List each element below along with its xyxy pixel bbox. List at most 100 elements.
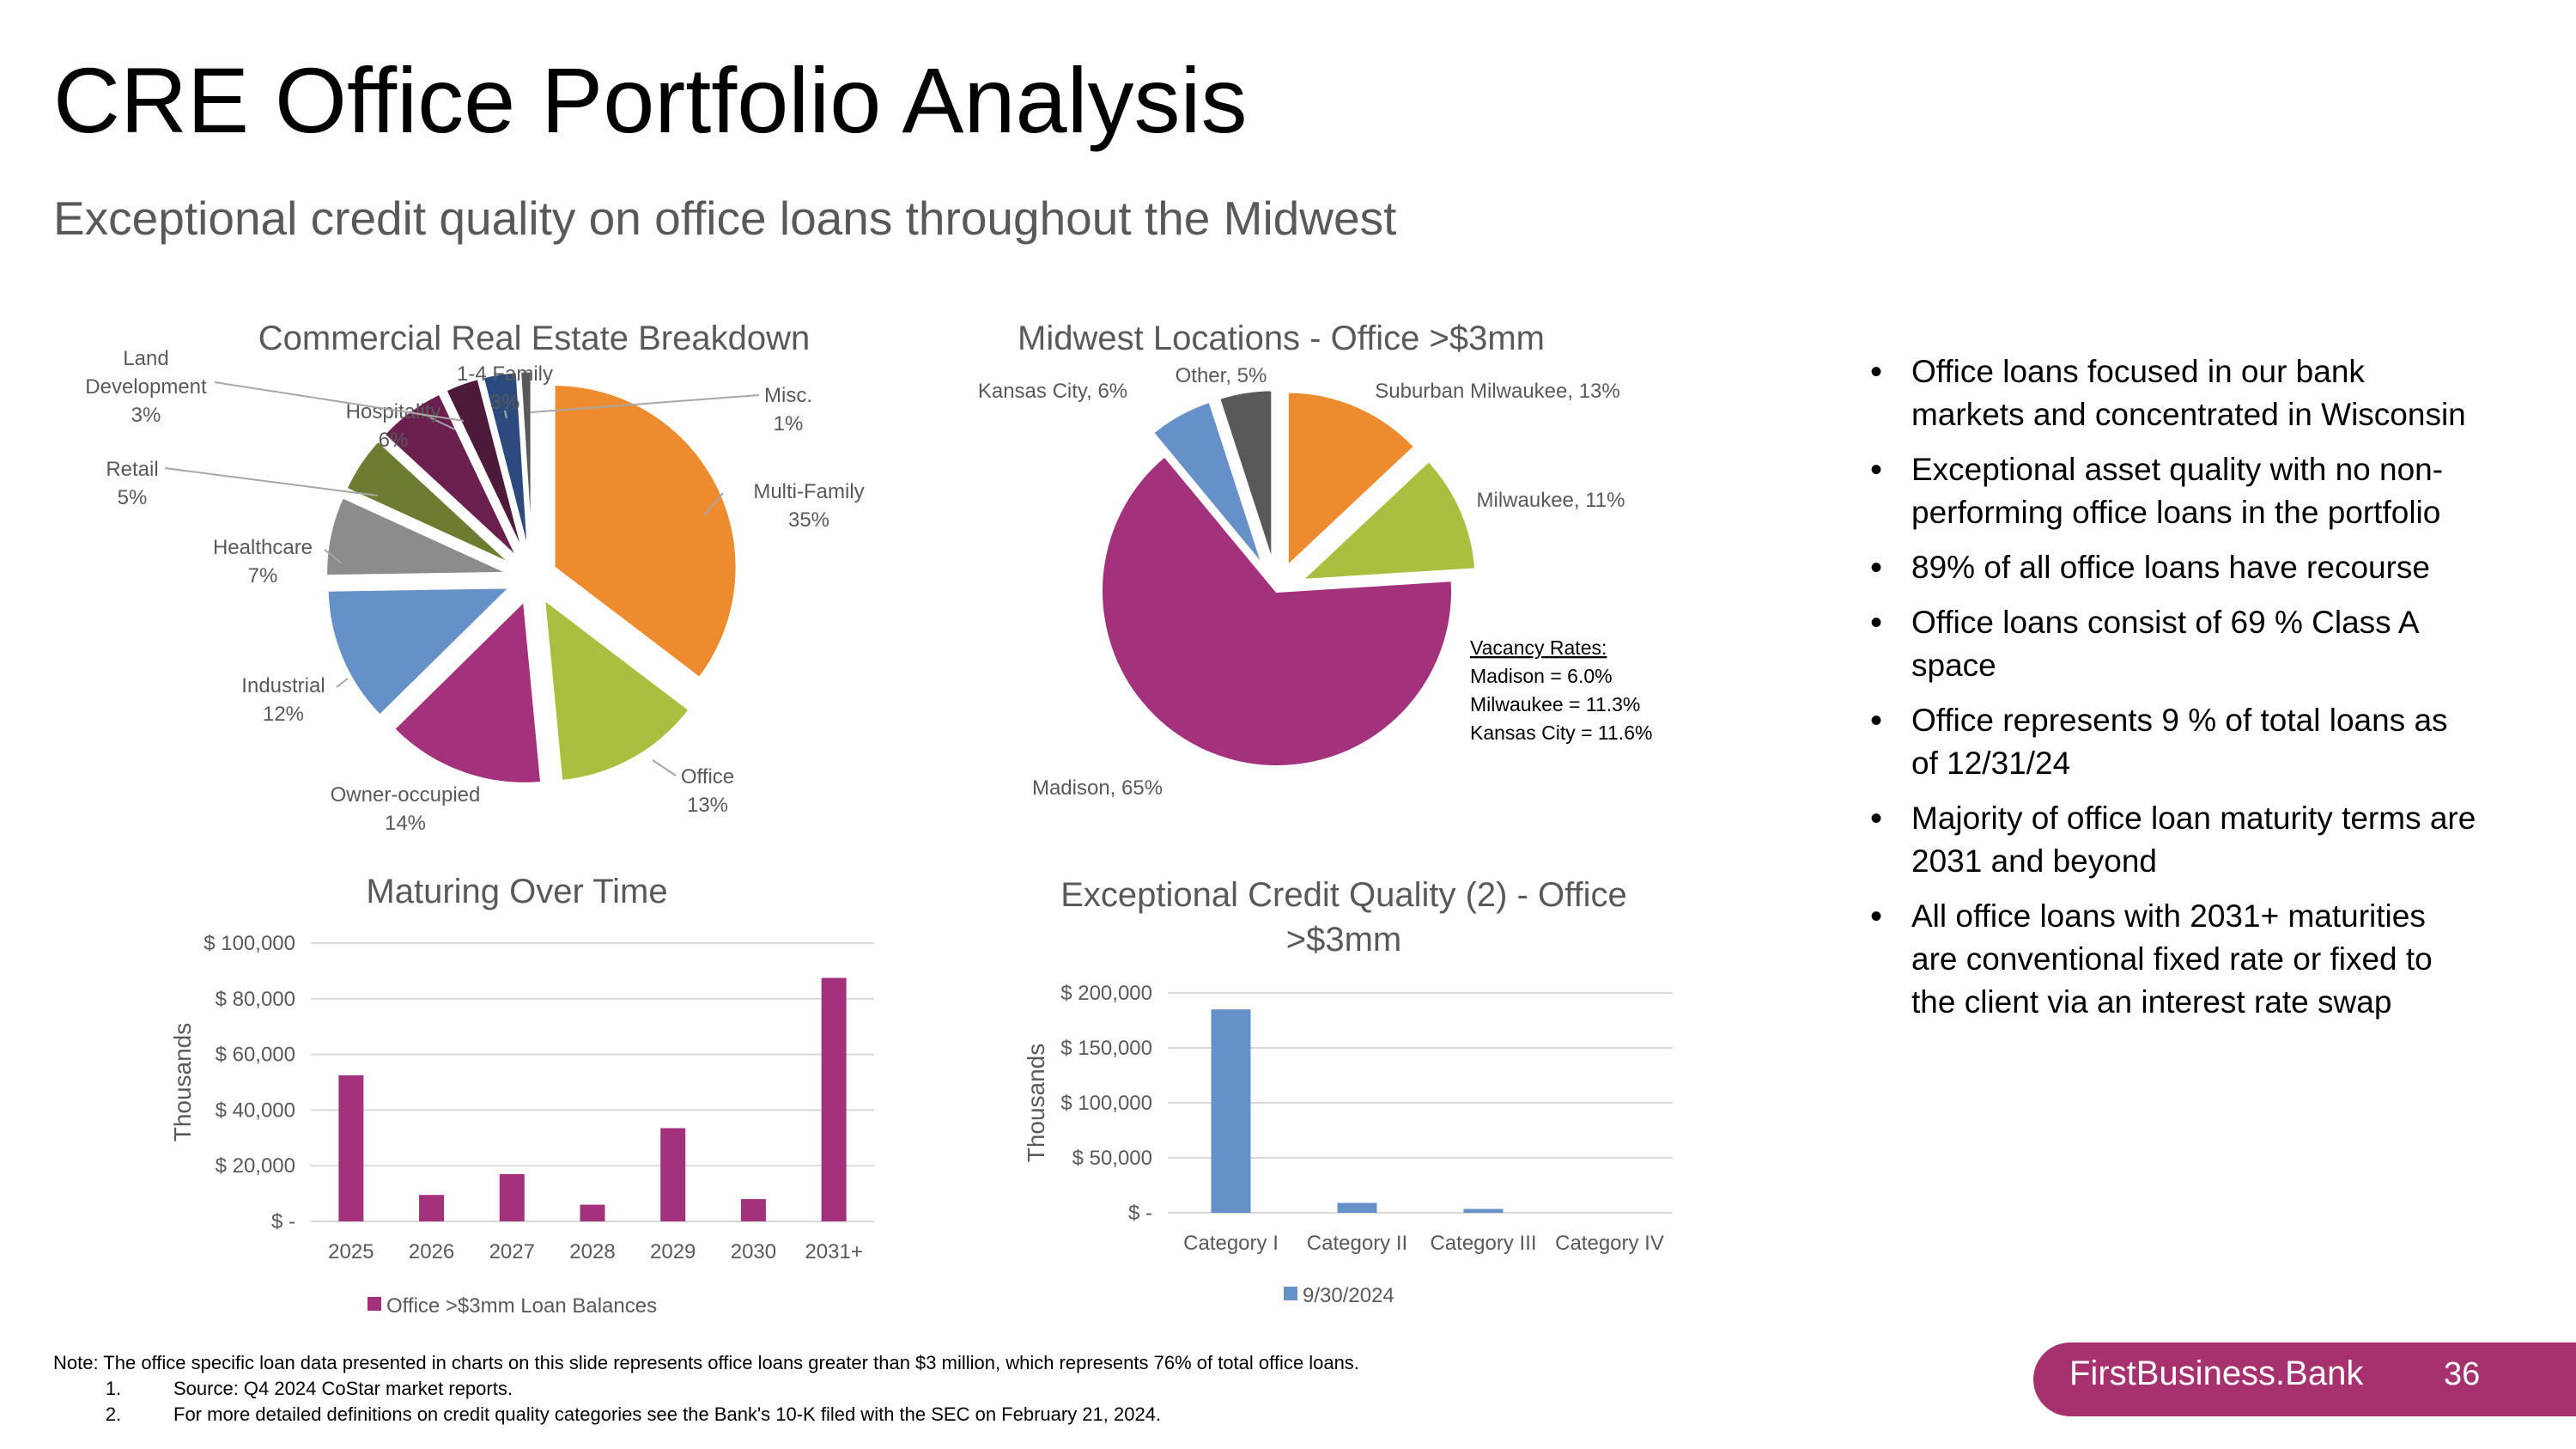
- vacancy-rate: Kansas City = 11.6%: [1470, 721, 1652, 744]
- y-tick-label: $ 200,000: [1060, 982, 1152, 1005]
- pie-slice: [325, 586, 513, 718]
- bullet-item: All office loans with 2031+ maturities a…: [1862, 895, 2480, 1024]
- leader-line: [336, 678, 349, 688]
- x-tick-label: 2025: [328, 1240, 374, 1263]
- y-tick-label: $ -: [271, 1210, 295, 1233]
- pie-label: Office: [681, 765, 734, 788]
- legend-label: Office >$3mm Loan Balances: [386, 1294, 657, 1318]
- y-tick-label: $ 100,000: [1060, 1092, 1152, 1115]
- x-tick-label: Category IV: [1555, 1232, 1664, 1255]
- pie-label: Multi-Family: [753, 480, 864, 503]
- leader-line: [703, 492, 724, 516]
- pie-slice: [1285, 389, 1419, 572]
- brand-tab: [2033, 1342, 2576, 1416]
- x-tick-label: 2026: [409, 1240, 454, 1263]
- cre-breakdown-title: Commercial Real Estate Breakdown: [258, 320, 811, 357]
- legend-label: 9/30/2024: [1303, 1284, 1394, 1307]
- pie-label: 3%: [131, 404, 161, 427]
- pie-slice: [1216, 387, 1275, 566]
- pie-slice: [343, 438, 513, 566]
- y-tick-label: $ 20,000: [216, 1154, 295, 1178]
- maturing-bar: [821, 977, 847, 1221]
- pie-slice: [392, 598, 544, 785]
- pie-label: Madison, 65%: [1032, 776, 1163, 800]
- page-subtitle: Exceptional credit quality on office loa…: [53, 192, 1397, 245]
- pie-slice: [1150, 399, 1267, 569]
- bullet-item: Office loans focused in our bank markets…: [1862, 350, 2480, 436]
- bullet-item: 89% of all office loans have recourse: [1862, 546, 2480, 589]
- pie-slice: [481, 370, 531, 555]
- pie-label: Development: [85, 375, 207, 399]
- y-axis-label: Thousands: [1023, 1044, 1049, 1163]
- legend-swatch: [1284, 1287, 1297, 1300]
- pie-label: 1%: [774, 412, 804, 435]
- footnote: Note: The office specific loan data pres…: [53, 1350, 1359, 1428]
- leader-line: [422, 413, 456, 430]
- footnote-number: 2.: [105, 1403, 122, 1425]
- maturing-bar: [740, 1199, 766, 1221]
- pie-label: Hospitality: [346, 400, 441, 423]
- maturing-title: Maturing Over Time: [366, 873, 668, 910]
- leader-line: [324, 549, 343, 564]
- pie-slice: [325, 495, 510, 578]
- pie-slice: [519, 369, 533, 555]
- x-tick-label: Category II: [1307, 1232, 1407, 1255]
- x-tick-label: 2030: [731, 1240, 776, 1263]
- midwest-locations-title: Midwest Locations - Office >$3mm: [1018, 320, 1545, 357]
- x-tick-label: 2028: [569, 1240, 615, 1263]
- pie-label: Milwaukee, 11%: [1477, 489, 1625, 512]
- pie-label: Retail: [106, 458, 158, 481]
- footnote-note: Note: The office specific loan data pres…: [53, 1352, 1359, 1373]
- bullet-list: Office loans focused in our bank markets…: [1862, 350, 2480, 1036]
- y-tick-label: $ 80,000: [216, 988, 295, 1011]
- pie-label: Industrial: [241, 674, 325, 697]
- y-tick-label: $ 50,000: [1072, 1147, 1152, 1170]
- pie-label: 12%: [263, 703, 304, 726]
- pie-label: 13%: [687, 794, 728, 817]
- pie-slice: [1296, 457, 1479, 583]
- pie-slice: [542, 596, 692, 783]
- leader-line: [214, 381, 465, 422]
- pie-label: 1-4 Family: [457, 362, 553, 386]
- pie-label: 6%: [379, 429, 409, 452]
- bullet-item: Office loans consist of 69 % Class A spa…: [1862, 601, 2480, 687]
- pie-slice: [552, 383, 738, 680]
- bullet-item: Exceptional asset quality with no non-pe…: [1862, 448, 2480, 534]
- y-axis-label: Thousands: [169, 1023, 196, 1142]
- pie-label: Kansas City, 6%: [978, 380, 1127, 403]
- x-tick-label: Category I: [1183, 1232, 1279, 1255]
- y-tick-label: $ 40,000: [216, 1099, 295, 1122]
- pie-label: Other, 5%: [1176, 364, 1267, 387]
- page-title: CRE Office Portfolio Analysis: [53, 48, 1248, 152]
- credit-quality-title: Exceptional Credit Quality (2) - Office …: [1060, 876, 1627, 959]
- pie-label: Misc.: [764, 384, 812, 407]
- maturing-bar: [499, 1173, 525, 1221]
- x-tick-label: 2029: [650, 1240, 696, 1263]
- pie-label: Suburban Milwaukee, 13%: [1375, 380, 1620, 403]
- legend-swatch: [368, 1297, 381, 1311]
- maturing-bar: [419, 1195, 445, 1221]
- page-number: 36: [2444, 1356, 2481, 1392]
- maturing-bar: [580, 1204, 605, 1221]
- pie-slice: [443, 376, 526, 557]
- footnote-text: Source: Q4 2024 CoStar market reports.: [173, 1378, 513, 1399]
- leader-line: [652, 759, 677, 776]
- pie-label: 7%: [248, 564, 278, 588]
- footnote-item: 1. Source: Q4 2024 CoStar market reports…: [53, 1376, 1359, 1402]
- credit-bar: [1337, 1202, 1377, 1213]
- x-tick-label: 2031+: [805, 1240, 862, 1263]
- footnote-text: For more detailed definitions on credit …: [173, 1403, 1162, 1425]
- credit-bar: [1211, 1009, 1251, 1213]
- maturing-bar: [660, 1128, 686, 1221]
- y-tick-label: $ 100,000: [204, 932, 295, 955]
- bullet-item: Majority of office loan maturity terms a…: [1862, 797, 2480, 883]
- pie-label: Healthcare: [213, 536, 313, 559]
- footnote-item: 2. For more detailed definitions on cred…: [53, 1402, 1359, 1428]
- maturing-bar: [338, 1075, 364, 1221]
- vacancy-rate: Madison = 6.0%: [1470, 665, 1613, 687]
- x-tick-label: Category III: [1430, 1232, 1536, 1255]
- vacancy-heading: Vacancy Rates:: [1470, 636, 1607, 659]
- leader-line: [504, 410, 507, 419]
- vacancy-rate: Milwaukee = 11.3%: [1470, 693, 1640, 715]
